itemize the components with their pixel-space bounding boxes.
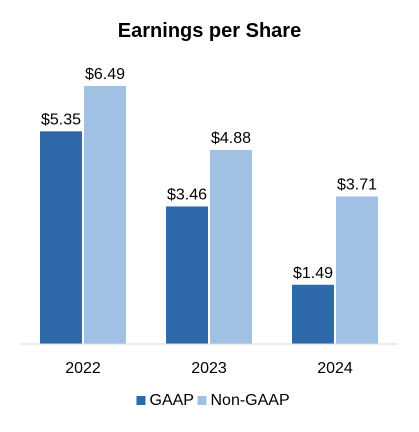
bar-non-gaap-2023 [210,150,252,344]
data-label-non-gaap-2022: $6.49 [85,66,125,83]
x-tick-label-2022: 2022 [65,360,101,377]
data-label-gaap-2022: $5.35 [41,111,81,128]
legend-label-gaap: GAAP [150,392,194,409]
legend-swatch-gaap [136,396,146,405]
data-label-gaap-2024: $1.49 [293,265,333,282]
data-label-gaap-2023: $3.46 [167,186,207,203]
legend-swatch-non-gaap [197,396,207,405]
bar-gaap-2024 [292,284,334,344]
bar-non-gaap-2022 [84,86,126,344]
bar-non-gaap-2024 [336,196,378,344]
chart-title: Earnings per Share [118,20,301,42]
legend: GAAP Non-GAAP [136,392,290,409]
x-tick-label-2023: 2023 [191,360,227,377]
x-tick-label-2024: 2024 [317,360,353,377]
x-axis-ticks: 2022 2023 2024 [65,360,353,377]
data-label-non-gaap-2023: $4.88 [211,130,251,147]
bars-layer: $5.35 $6.49 $3.46 $4.88 $1.49 $3.71 [40,66,378,344]
data-label-non-gaap-2024: $3.71 [337,177,377,194]
bar-gaap-2023 [166,206,208,344]
bar-gaap-2022 [40,131,82,344]
legend-label-non-gaap: Non-GAAP [211,392,290,409]
